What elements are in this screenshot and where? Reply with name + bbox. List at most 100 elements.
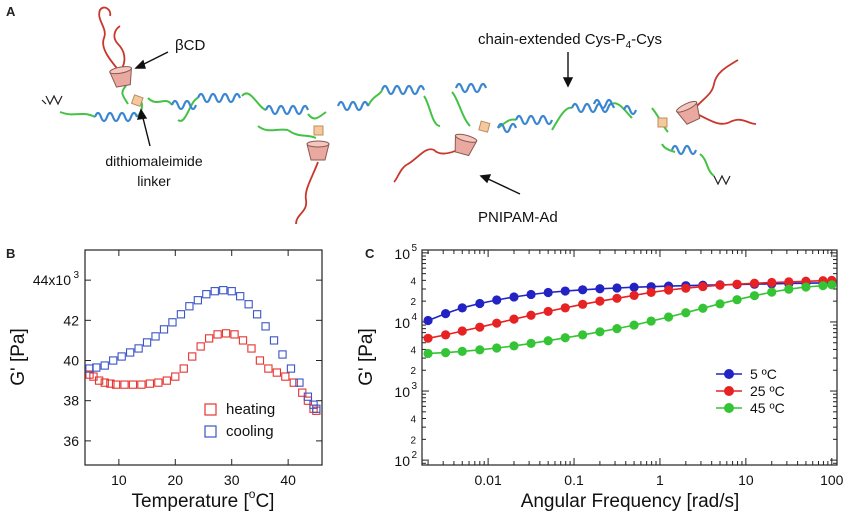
- panel-c-ytick-exponent: 3: [411, 381, 417, 392]
- panel-c-point-5 ºC: [457, 303, 467, 313]
- panel-b-point-cooling: [125, 348, 135, 357]
- panel-b-legend-marker-cooling: [204, 425, 217, 438]
- panel-c-point-5 ºC: [423, 315, 433, 326]
- panel-b-ytick-label: 44x10: [33, 272, 71, 288]
- panel-c-ytick-minor-label: 4: [410, 276, 416, 287]
- panel-b-legend-marker-heating: [204, 403, 217, 416]
- panel-c-point-25 ºC: [629, 290, 639, 301]
- panel-c-point-25 ºC: [715, 280, 725, 290]
- panel-c-ytick-label: 10: [394, 315, 410, 331]
- panel-a-label: A: [6, 4, 16, 19]
- panel-c-ytick-label: 10: [394, 246, 410, 262]
- panel-b-point-heating: [94, 376, 104, 385]
- label-linker-line1: dithiomaleimide: [105, 153, 202, 169]
- panel-b-point-cooling: [236, 292, 245, 301]
- panel-b-marks: [85, 286, 321, 415]
- panel-c-point-25 ºC: [560, 303, 570, 313]
- panel-c-point-45 ºC: [818, 281, 828, 291]
- panel-b-point-cooling: [193, 296, 203, 305]
- panel-b-point-cooling: [278, 350, 287, 359]
- panel-c-point-45 ºC: [560, 333, 570, 343]
- panel-b-ytick-exponent: 3: [73, 270, 79, 281]
- panel-a-schematic: A: [6, 4, 757, 226]
- panel-c-point-25 ºC: [681, 283, 691, 293]
- panel-c-point-45 ºC: [526, 338, 536, 348]
- panel-c-frame: [421, 249, 838, 466]
- panel-c-point-5 ºC: [560, 286, 570, 296]
- panel-b-point-heating: [247, 344, 256, 353]
- panel-b-point-cooling: [219, 286, 228, 295]
- panel-b-point-cooling: [295, 378, 304, 387]
- helix-segments: [93, 82, 698, 156]
- panel-c-point-45 ºC: [698, 303, 708, 313]
- panel-c-point-25 ºC: [595, 296, 605, 306]
- panel-b-point-cooling: [109, 356, 118, 365]
- panel-b-point-cooling: [261, 322, 270, 331]
- panel-b-point-heating: [289, 378, 298, 387]
- panel-c-point-25 ºC: [646, 287, 656, 297]
- panel-b-ylabel: G' [Pa]: [8, 328, 29, 385]
- panel-c-point-45 ºC: [595, 327, 605, 337]
- panel-c-ytick-minor-label: 2: [410, 366, 416, 377]
- panel-c-label: C: [365, 246, 375, 261]
- cyclodextrin-cups: [109, 66, 701, 161]
- panel-c-ytick-minor-label: 4: [410, 415, 416, 426]
- panel-b-point-cooling: [202, 290, 211, 299]
- panel-b-point-heating: [179, 364, 188, 373]
- panel-c-point-45 ºC: [767, 287, 777, 297]
- panel-c-ytick-exponent: 4: [411, 312, 417, 323]
- panel-c-point-45 ºC: [715, 299, 725, 309]
- panel-c-xtick-label: 0.1: [564, 472, 584, 488]
- panel-b-xtick-label: 20: [167, 472, 183, 488]
- panel-c-point-25 ºC: [784, 277, 794, 287]
- panel-c-legend-label-45 ºC: 45 ºC: [750, 400, 785, 416]
- panel-b-legend-label-heating: heating: [226, 401, 275, 418]
- panel-c-xlabel: Angular Frequency [rad/s]: [521, 491, 740, 512]
- panel-c-point-25 ºC: [492, 318, 502, 328]
- panel-c-point-25 ºC: [509, 314, 519, 324]
- panel-b-point-heating: [221, 329, 231, 338]
- panel-c-point-45 ºC: [441, 348, 451, 358]
- panel-c-point-45 ºC: [827, 280, 837, 290]
- panel-c-point-45 ºC: [663, 312, 674, 322]
- panel-b-xlabel: Temperature [oC]: [132, 487, 275, 512]
- panel-c-legend-marker-5 ºC: [724, 369, 734, 379]
- panel-b-point-cooling: [151, 332, 160, 341]
- panel-c-ytick-label: 10: [394, 384, 410, 400]
- panel-c-point-45 ºC: [629, 320, 639, 330]
- panel-c-point-25 ºC: [663, 285, 674, 295]
- panel-c-point-25 ºC: [475, 322, 485, 332]
- panel-b-point-heating: [111, 380, 121, 389]
- panel-c-ytick-minor-label: 2: [410, 297, 416, 308]
- panel-c-legend-label-5 ºC: 5 ºC: [750, 366, 777, 382]
- panel-c-point-45 ºC: [732, 295, 742, 305]
- panel-c-point-45 ºC: [509, 341, 519, 351]
- panel-b-point-cooling: [168, 318, 177, 327]
- panel-c-point-25 ºC: [698, 281, 708, 292]
- panel-b-point-heating: [106, 379, 115, 388]
- panel-b-point-cooling: [312, 404, 321, 413]
- panel-b-point-heating: [188, 352, 197, 361]
- chain-ends: [41, 94, 731, 186]
- panel-c-point-45 ºC: [612, 324, 622, 334]
- linker-nodes: [130, 94, 668, 136]
- panel-c-point-25 ºC: [732, 279, 742, 289]
- panel-b-point-cooling: [159, 325, 169, 334]
- panel-c-point-45 ºC: [543, 336, 553, 346]
- panel-c-point-5 ºC: [543, 287, 553, 298]
- panel-b-chart: B 10 20 30 40 36 38 40 42 44x10 3 Temperature [oC…: [6, 246, 323, 512]
- panel-c-legend-marker-25 ºC: [724, 386, 734, 396]
- panel-b-point-cooling: [117, 352, 126, 361]
- panel-c-point-45 ºC: [492, 343, 502, 353]
- panel-c-point-45 ºC: [578, 330, 588, 340]
- panel-b-point-cooling: [244, 300, 253, 309]
- panel-b-frame: [84, 249, 323, 466]
- panel-b-ytick-label: 36: [63, 433, 79, 449]
- panel-b-point-heating: [196, 342, 205, 351]
- panel-b-point-cooling: [286, 364, 296, 373]
- panel-b-point-heating: [230, 330, 239, 339]
- panel-b-point-heating: [281, 372, 290, 381]
- panel-b-point-cooling: [303, 392, 313, 401]
